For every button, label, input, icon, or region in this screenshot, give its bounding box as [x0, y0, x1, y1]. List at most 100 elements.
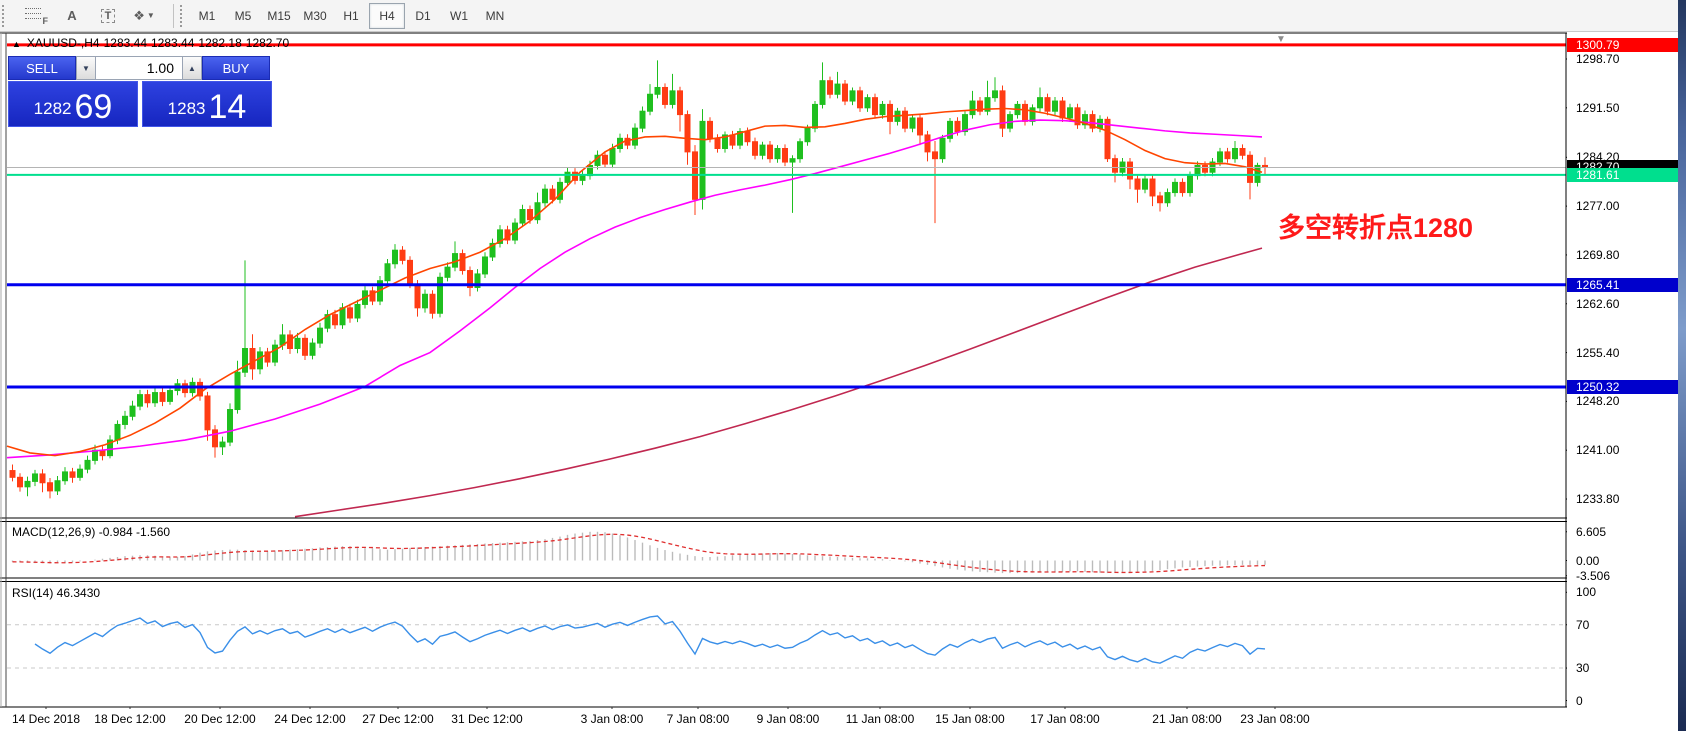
candle-body — [962, 114, 968, 133]
candle-body — [699, 120, 706, 200]
candle-body — [1074, 107, 1081, 126]
candle-body — [857, 90, 863, 109]
candle-body — [54, 480, 61, 492]
candle-body — [677, 90, 683, 116]
price-tick-label: 1298.70 — [1576, 52, 1620, 66]
price-badge: 1281.61 — [1567, 167, 1678, 182]
candle-body — [1217, 151, 1223, 163]
toolbar-separator — [173, 3, 174, 28]
chart-canvas[interactable] — [0, 32, 1686, 731]
chart-text-annotation: 多空转折点1280 — [1278, 213, 1474, 243]
time-tick-label: 17 Jan 08:00 — [1030, 712, 1100, 726]
candle-body — [17, 476, 23, 488]
candle-body — [872, 97, 878, 116]
candle-body — [1262, 164, 1268, 168]
volume-increase-button[interactable]: ▲ — [182, 56, 202, 80]
candle-body — [774, 147, 781, 160]
timeframe-button-m5[interactable]: M5 — [234, 8, 252, 23]
candle-body — [587, 164, 593, 177]
time-tick-label: 9 Jan 08:00 — [756, 712, 820, 726]
candle-body — [834, 83, 841, 95]
symbol-arrow-icon: ▲ — [12, 39, 21, 49]
candle-body — [527, 209, 533, 221]
candle-body — [354, 303, 361, 319]
label-tool-icon[interactable]: T — [93, 4, 123, 28]
candle-body — [842, 83, 848, 102]
candle-body — [684, 114, 691, 153]
candle-body — [444, 266, 451, 278]
time-axis[interactable]: 14 Dec 2018 18 Dec 12:00 20 Dec 12:00 24 De… — [0, 709, 1678, 731]
timeframe-button-m15[interactable]: M15 — [267, 8, 291, 23]
price-badge: 1265.41 — [1567, 277, 1678, 292]
candle-body — [77, 468, 83, 478]
window-edge-strip — [1678, 0, 1686, 731]
timeframe-button-mn[interactable]: MN — [485, 8, 505, 23]
candle-body — [264, 351, 271, 363]
timeframe-button-m1[interactable]: M1 — [198, 8, 216, 23]
timeframe-button-w1[interactable]: W1 — [450, 8, 468, 23]
sell-price-display: 1282 69 — [8, 81, 138, 127]
price-tick-label: 1291.50 — [1576, 100, 1620, 115]
candle-body — [1014, 103, 1021, 116]
candle-body — [1209, 161, 1216, 173]
sell-price-small: 1282 — [33, 99, 72, 118]
candle-body — [624, 137, 631, 146]
text-tool-icon[interactable]: A — [67, 8, 77, 23]
candle-body — [9, 470, 16, 478]
candle-body — [474, 273, 481, 288]
candle-body — [92, 449, 98, 461]
candle-body — [752, 141, 758, 156]
time-tick-label: 3 Jan 08:00 — [580, 712, 644, 726]
candle-body — [917, 117, 923, 136]
candle-body — [332, 314, 338, 326]
sell-button[interactable]: SELL — [8, 56, 76, 80]
candle-body — [302, 337, 308, 356]
candle-body — [437, 276, 443, 314]
timeframe-button-m30[interactable]: M30 — [303, 8, 327, 23]
fibonacci-tool-icon[interactable]: F — [21, 4, 51, 28]
candle-body — [887, 103, 893, 122]
candle-body — [632, 127, 638, 146]
toolbar-grip[interactable] — [2, 4, 11, 27]
candle-body — [114, 423, 121, 441]
candle-body — [1007, 114, 1013, 129]
candle-body — [512, 222, 518, 241]
candle-body — [519, 209, 526, 224]
volume-input[interactable] — [96, 56, 182, 80]
candle-body — [107, 439, 113, 457]
candle-body — [609, 147, 616, 165]
candle-body — [902, 110, 908, 129]
candle-body — [999, 90, 1006, 129]
candle-body — [707, 120, 713, 139]
price-axis[interactable]: 1298.70 1291.50 1284.20 1277.00 1269.80 1262.… — [1567, 32, 1678, 731]
timeframe-button-d1[interactable]: D1 — [415, 8, 431, 23]
candle-body — [1164, 192, 1171, 204]
timeframe-button-h4[interactable]: H4 — [369, 2, 405, 29]
buy-price-big: 14 — [208, 88, 247, 126]
candle-body — [159, 392, 166, 402]
candle-body — [714, 137, 721, 149]
candle-body — [924, 134, 931, 153]
candle-body — [339, 307, 346, 326]
buy-button[interactable]: BUY — [202, 56, 270, 80]
rsi-tick-label: 0 — [1576, 693, 1583, 708]
chart-ohlc-header: ▲ XAUUSD-,H4 1283.44 1283.44 1282.18 1282.70 — [12, 36, 293, 50]
volume-decrease-button[interactable]: ▼ — [76, 56, 96, 80]
chart-plot-area[interactable]: ▲ XAUUSD-,H4 1283.44 1283.44 1282.18 1282.70 … — [0, 32, 1686, 731]
candle-body — [204, 395, 211, 431]
candle-body — [909, 117, 916, 129]
candle-body — [212, 429, 218, 448]
candle-body — [249, 348, 256, 370]
toolbar-grip-2[interactable] — [180, 4, 189, 27]
candle-body — [594, 154, 601, 166]
candle-body — [399, 249, 406, 261]
rsi-indicator-label: RSI(14) 46.3430 — [12, 586, 101, 600]
candle-body — [384, 263, 391, 282]
candle-body — [1082, 114, 1088, 126]
timeframe-button-h1[interactable]: H1 — [343, 8, 359, 23]
price-badge: 1250.32 — [1567, 380, 1678, 395]
arrows-tool-icon[interactable]: ❖ ▼ — [133, 7, 155, 23]
candle-body — [32, 473, 38, 482]
candle-body — [197, 381, 203, 397]
high-value: 1283.44 — [151, 36, 195, 50]
